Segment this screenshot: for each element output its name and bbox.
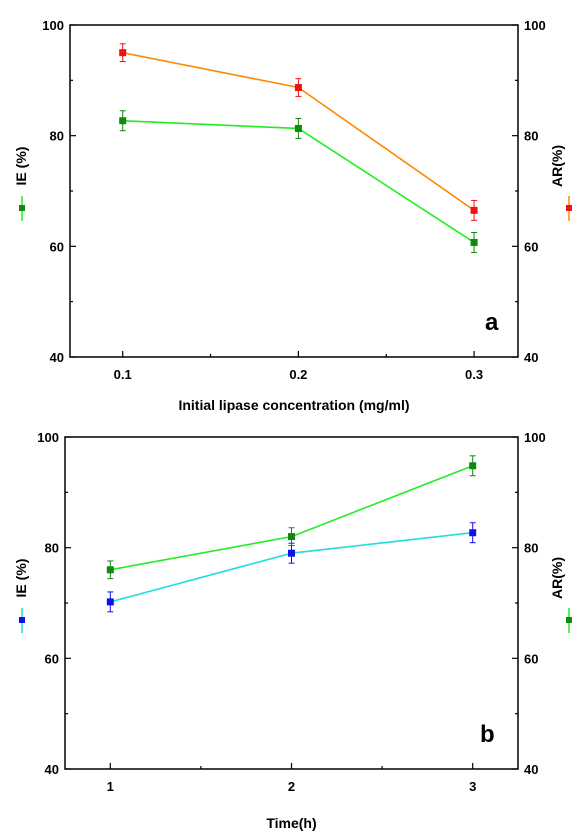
series-line (122, 119, 475, 244)
y-right-legend-marker (566, 205, 572, 211)
y-left-tick-label: 60 (45, 651, 59, 666)
x-axis-title: Initial lipase concentration (mg/ml) (178, 397, 409, 413)
y-left-tick-label: 40 (50, 350, 64, 365)
y-left-tick-label: 100 (42, 18, 64, 33)
y-left-axis-title: IE (%) (13, 559, 29, 598)
y-right-tick-label: 100 (524, 18, 546, 33)
data-point (469, 529, 477, 537)
data-point (106, 566, 114, 574)
y-left-tick-label: 80 (50, 129, 64, 144)
data-point (288, 549, 295, 557)
data-point (119, 49, 127, 57)
data-point (470, 238, 478, 246)
x-tick-label: 2 (288, 779, 295, 794)
x-tick-label: 0.2 (289, 367, 307, 382)
y-right-tick-label: 80 (524, 541, 538, 556)
x-tick-label: 3 (469, 779, 476, 794)
plot-frame (69, 24, 519, 358)
y-right-tick-label: 80 (524, 129, 538, 144)
x-tick-label: 0.1 (114, 367, 132, 382)
y-right-axis-title: AR(%) (549, 557, 565, 599)
y-left-tick-label: 100 (37, 430, 59, 445)
x-axis-title: Time(h) (266, 815, 316, 831)
y-left-tick-label: 60 (50, 239, 64, 254)
y-right-legend-marker (566, 617, 572, 623)
data-point (470, 206, 478, 214)
y-right-tick-label: 100 (524, 430, 546, 445)
y-left-legend-marker (19, 205, 25, 211)
y-left-axis-title: IE (%) (13, 147, 29, 186)
data-point (288, 533, 295, 541)
chart-panel-a: 40 40 60 60 80 80 100 100 0.1 0.2 0.3 Initial lipas… (13, 18, 572, 413)
y-right-tick-label: 60 (524, 239, 538, 254)
y-left-legend-marker (19, 617, 25, 623)
data-point (294, 124, 302, 132)
panel-letter: b (480, 721, 495, 748)
chart-panel-b: 40 40 60 60 80 80 100 100 1 2 3 Time(h) IE (%) AR(%) b (13, 430, 572, 831)
y-left-tick-label: 40 (45, 762, 59, 777)
data-point (119, 117, 127, 125)
panel-letter: a (485, 309, 499, 336)
y-right-tick-label: 40 (524, 762, 538, 777)
y-right-axis-title: AR(%) (549, 145, 565, 187)
plot-frame (64, 436, 519, 770)
data-point (469, 462, 477, 470)
y-left-tick-label: 80 (45, 541, 59, 556)
y-right-tick-label: 40 (524, 350, 538, 365)
y-right-tick-label: 60 (524, 651, 538, 666)
x-tick-label: 0.3 (465, 367, 483, 382)
x-tick-label: 1 (107, 779, 114, 794)
data-point (294, 84, 302, 92)
data-point (106, 598, 114, 606)
